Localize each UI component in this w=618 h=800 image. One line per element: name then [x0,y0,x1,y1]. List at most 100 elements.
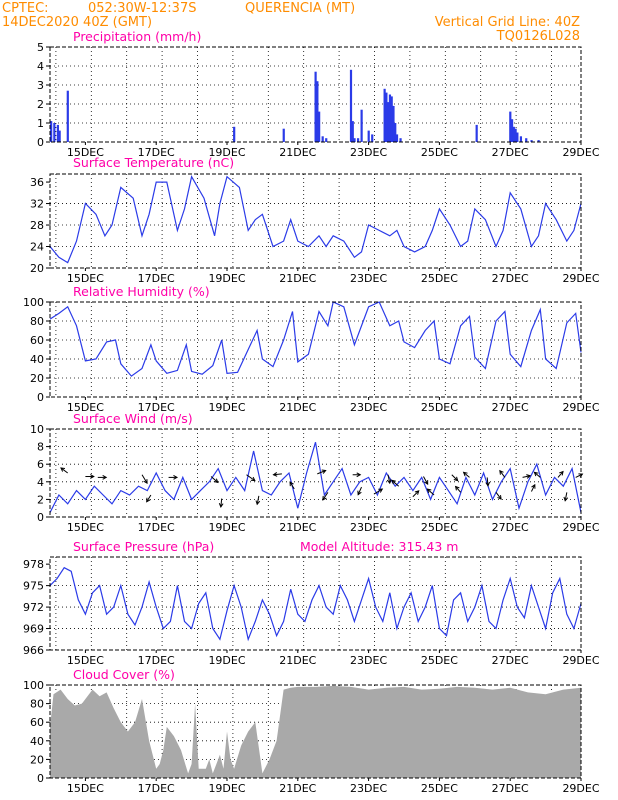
temp-series-line [49,175,582,264]
wind-arrow [499,470,506,478]
temp-xtick-label: 21DEC [279,272,316,285]
wind-ytick-label: 10 [30,423,44,436]
precip-bar [53,123,56,142]
wind-arrow-head [414,490,420,495]
precip-bar [316,81,319,142]
precip-bar [514,128,517,142]
temp-xtick-label: 29DEC [562,272,599,285]
pres-title: Surface Pressure (hPa) [73,539,214,554]
wind-arrow-head [60,467,66,472]
wind-xtick-label: 21DEC [279,521,316,534]
wind-ytick-label: 0 [37,511,44,524]
wind-arrow [463,471,470,478]
wind-arrow-head [143,479,148,485]
wind-arrow-head [426,488,432,494]
wind-xtick-label: 17DEC [138,521,175,534]
wind-arrow-head [322,495,327,501]
wind-arrow [427,488,435,496]
precip-ytick-label: 5 [37,41,44,54]
precip-bar [516,132,519,142]
pres-xtick-label: 27DEC [492,654,529,667]
wind-arrow-head [563,496,569,502]
precip-bar [351,121,354,142]
wind-arrow [141,474,148,484]
temp-xtick-label: 15DEC [67,272,104,285]
wind-xtick-label: 19DEC [208,521,245,534]
temp-ytick-label: 20 [30,262,44,275]
cloud-panel: 0 20 40 60 80 100 15DEC 17DEC 19DEC 21DEC 23DEC 25D… [23,679,600,795]
wind-xtick-label: 25DEC [421,521,458,534]
wind-arrow-head [378,488,384,493]
rh-ytick-label: 100 [23,296,44,309]
pres-xtick-label: 19DEC [208,654,245,667]
temp-xtick-label: 23DEC [350,272,387,285]
precip-bar [510,119,514,142]
precip-bar [349,69,353,142]
precip-bar [56,124,59,142]
rh-ytick-label: 20 [30,372,44,385]
pres-xtick-label: 29DEC [562,654,599,667]
wind-arrow [387,474,391,484]
wind-frame [49,428,582,518]
wind-arrow-head [173,475,179,480]
precip-bar [392,105,395,142]
precip-ytick-label: 3 [37,79,44,92]
wind-arrow [557,471,564,478]
temp-frame [49,173,582,269]
wind-arrow [273,473,282,476]
wind-xtick-label: 15DEC [67,521,104,534]
wind-ytick-label: 6 [37,458,44,471]
pres-frame [49,556,582,651]
rh-ytick-label: 40 [30,353,44,366]
wind-arrow-head [146,497,151,503]
precip-bar [318,111,321,142]
temp-ytick-label: 36 [30,176,44,189]
cloud-ytick-label: 80 [30,698,44,711]
pres-xtick-label: 17DEC [138,654,175,667]
wind-arrow-head [321,469,327,474]
rh-xtick-label: 23DEC [350,401,387,414]
precip-xtick-label: 15DEC [67,146,104,159]
cloud-ytick-label: 60 [30,716,44,729]
rh-xtick-label: 17DEC [138,401,175,414]
precip-bar [399,138,402,142]
wind-arrow-head [90,474,95,479]
rh-series-line [49,301,582,377]
cloud-ytick-label: 100 [23,679,44,692]
rh-xtick-label: 27DEC [492,401,529,414]
precip-bar [282,128,285,142]
rh-xtick-label: 25DEC [421,401,458,414]
precip-bar [58,130,61,142]
header-date: 14DEC2020 40Z (GMT) [2,15,152,30]
rh-ytick-label: 0 [37,391,44,404]
pres-ytick-label: 978 [23,558,44,571]
wind-arrow-head [218,503,224,508]
wind-arrow [220,498,223,507]
wind-arrow-head [102,475,108,480]
precip-bar [371,134,374,142]
precip-bar [356,138,360,142]
wind-xtick-label: 29DEC [562,521,599,534]
wind-arrow-head [485,481,491,487]
pres-xtick-label: 21DEC [279,654,316,667]
wind-arrow [289,481,295,490]
wind-arrow-head [453,476,459,482]
cloud-xtick-label: 27DEC [492,782,529,795]
precip-bar [321,136,324,142]
wind-arrow-head [497,495,502,500]
precip-bar [390,96,393,142]
pres-panel: 966 969 972 975 978 15DEC 17DEC 19DEC 21DEC 23DEC… [23,556,600,667]
cloud-frame [49,684,582,779]
precip-bar [233,126,236,142]
wind-arrow [322,492,329,501]
precip-xtick-label: 29DEC [562,146,599,159]
wind-arrow-head [462,471,468,477]
wind-arrow [486,477,489,486]
wind-arrow-head [356,472,362,478]
pres-xtick-label: 15DEC [67,654,104,667]
wind-arrow [246,474,256,482]
precip-xtick-label: 19DEC [208,146,245,159]
cloud-xtick-label: 25DEC [421,782,458,795]
rh-frame [49,301,582,398]
wind-arrow [534,471,541,478]
